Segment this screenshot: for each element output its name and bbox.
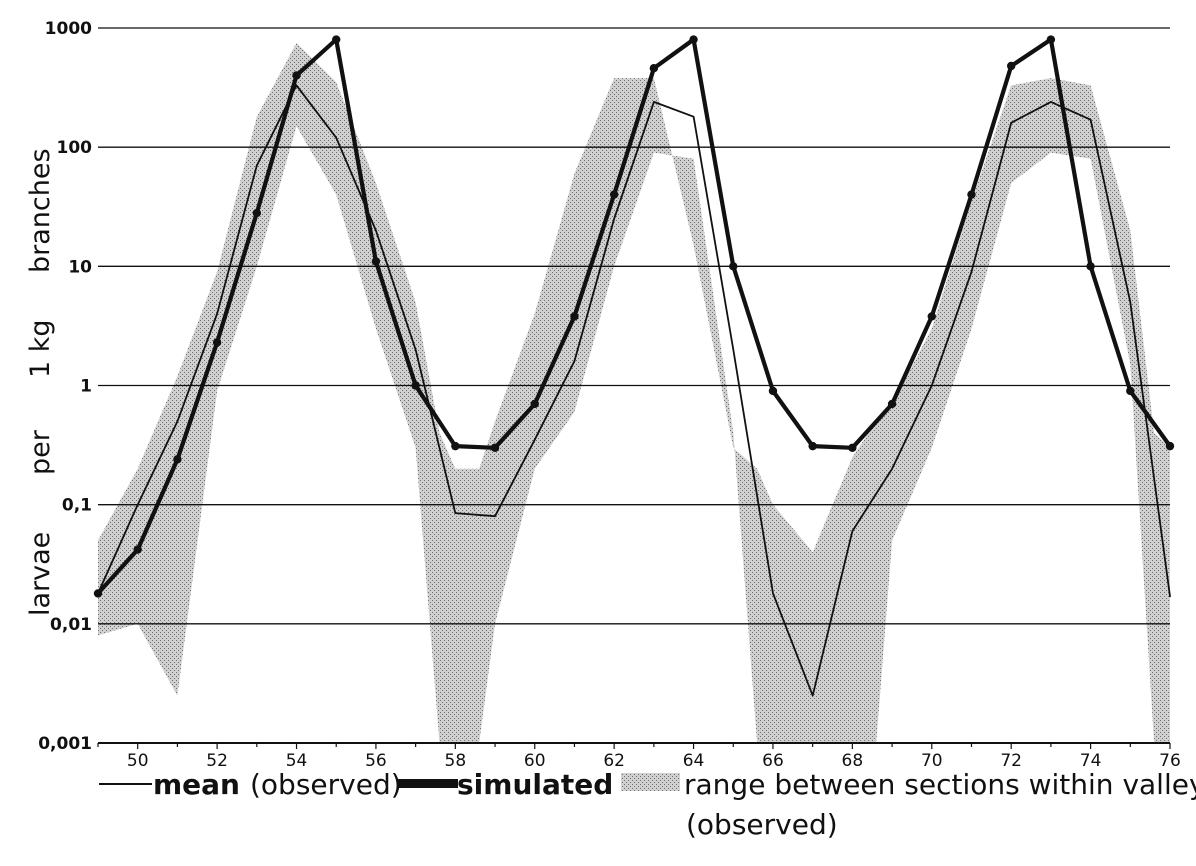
data-point-simulated [1086, 262, 1095, 271]
x-tick-label: 76 [1159, 751, 1181, 771]
y-tick-labels: 0,001 0,01 0,1 1 10 100 1000 [38, 19, 92, 754]
data-point-simulated [411, 381, 420, 390]
x-tick-label: 66 [762, 751, 784, 771]
legend-range-swatch [621, 773, 680, 791]
data-point-simulated [689, 35, 698, 44]
data-point-simulated [451, 441, 460, 451]
y-label-word-1: larvae [25, 532, 56, 616]
x-tick-label: 62 [603, 751, 625, 771]
x-tick-label: 72 [1000, 751, 1022, 771]
y-tick-label: 1 [80, 377, 92, 397]
legend-mean-label: mean [153, 768, 240, 801]
x-tick-label: 60 [524, 751, 546, 771]
x-tick-label: 56 [365, 751, 387, 771]
y-tick-label: 10 [68, 257, 92, 277]
x-tick-label: 64 [683, 751, 705, 771]
data-point-simulated [490, 443, 500, 453]
range-band [98, 42, 1170, 743]
series-layer [93, 35, 1175, 697]
x-tick-label: 74 [1080, 751, 1102, 771]
data-point-simulated [887, 399, 897, 409]
y-tick-label: 0,01 [50, 615, 92, 635]
data-point-simulated [1046, 35, 1056, 44]
y-tick-label: 0,1 [62, 496, 92, 516]
series-line-mean [97, 84, 1171, 697]
data-point-simulated [1126, 386, 1135, 396]
data-point-simulated [212, 338, 222, 347]
data-point-simulated [93, 589, 103, 598]
series-line-simulated [95, 37, 1173, 596]
x-tick-label: 52 [206, 751, 228, 771]
y-label-word-3: 1 kg [25, 319, 56, 378]
data-point-simulated [967, 190, 976, 199]
data-point-simulated [649, 63, 659, 73]
x-tick-label: 54 [286, 751, 308, 771]
legend-mean-suffix: (observed) [250, 768, 402, 801]
legend-simulated-label: simulated [457, 768, 613, 801]
legend: mean (observed) simulated range between … [99, 768, 1196, 841]
data-point-simulated [848, 443, 857, 453]
data-point-simulated [570, 312, 579, 321]
data-point-simulated [530, 399, 539, 409]
axes [97, 742, 1171, 749]
data-point-simulated [332, 35, 341, 44]
data-point-simulated [133, 545, 142, 554]
x-tick-label: 50 [127, 751, 149, 771]
y-tick-label: 1000 [45, 19, 92, 39]
x-tick-label: 70 [921, 751, 943, 771]
x-tick-label: 58 [445, 751, 467, 771]
x-tick-label: 68 [842, 751, 864, 771]
legend-range-suffix: (observed) [686, 808, 838, 841]
data-point-simulated [808, 441, 817, 451]
y-label-word-4: branches [25, 148, 56, 273]
data-point-simulated [252, 208, 262, 218]
y-axis-label: larvae per 1 kg branches [25, 148, 56, 616]
data-point-simulated [1165, 441, 1175, 451]
range-band-layer [98, 42, 1170, 743]
data-point-simulated [1006, 61, 1016, 71]
data-point-simulated [371, 257, 381, 266]
data-point-simulated [292, 71, 301, 80]
legend-range-label: range between sections within valley [684, 768, 1196, 801]
legend-simulated-swatch [398, 779, 458, 788]
data-point-simulated [609, 190, 619, 199]
y-tick-label: 0,001 [38, 734, 92, 754]
data-point-simulated [173, 455, 182, 464]
data-point-simulated [927, 312, 936, 321]
data-point-simulated [768, 386, 778, 396]
data-point-simulated [729, 262, 738, 271]
y-tick-label: 100 [57, 138, 93, 158]
x-tick-labels: 50 52 54 56 58 60 62 64 66 68 70 72 74 76 [127, 751, 1181, 771]
y-label-word-2: per [25, 429, 56, 475]
